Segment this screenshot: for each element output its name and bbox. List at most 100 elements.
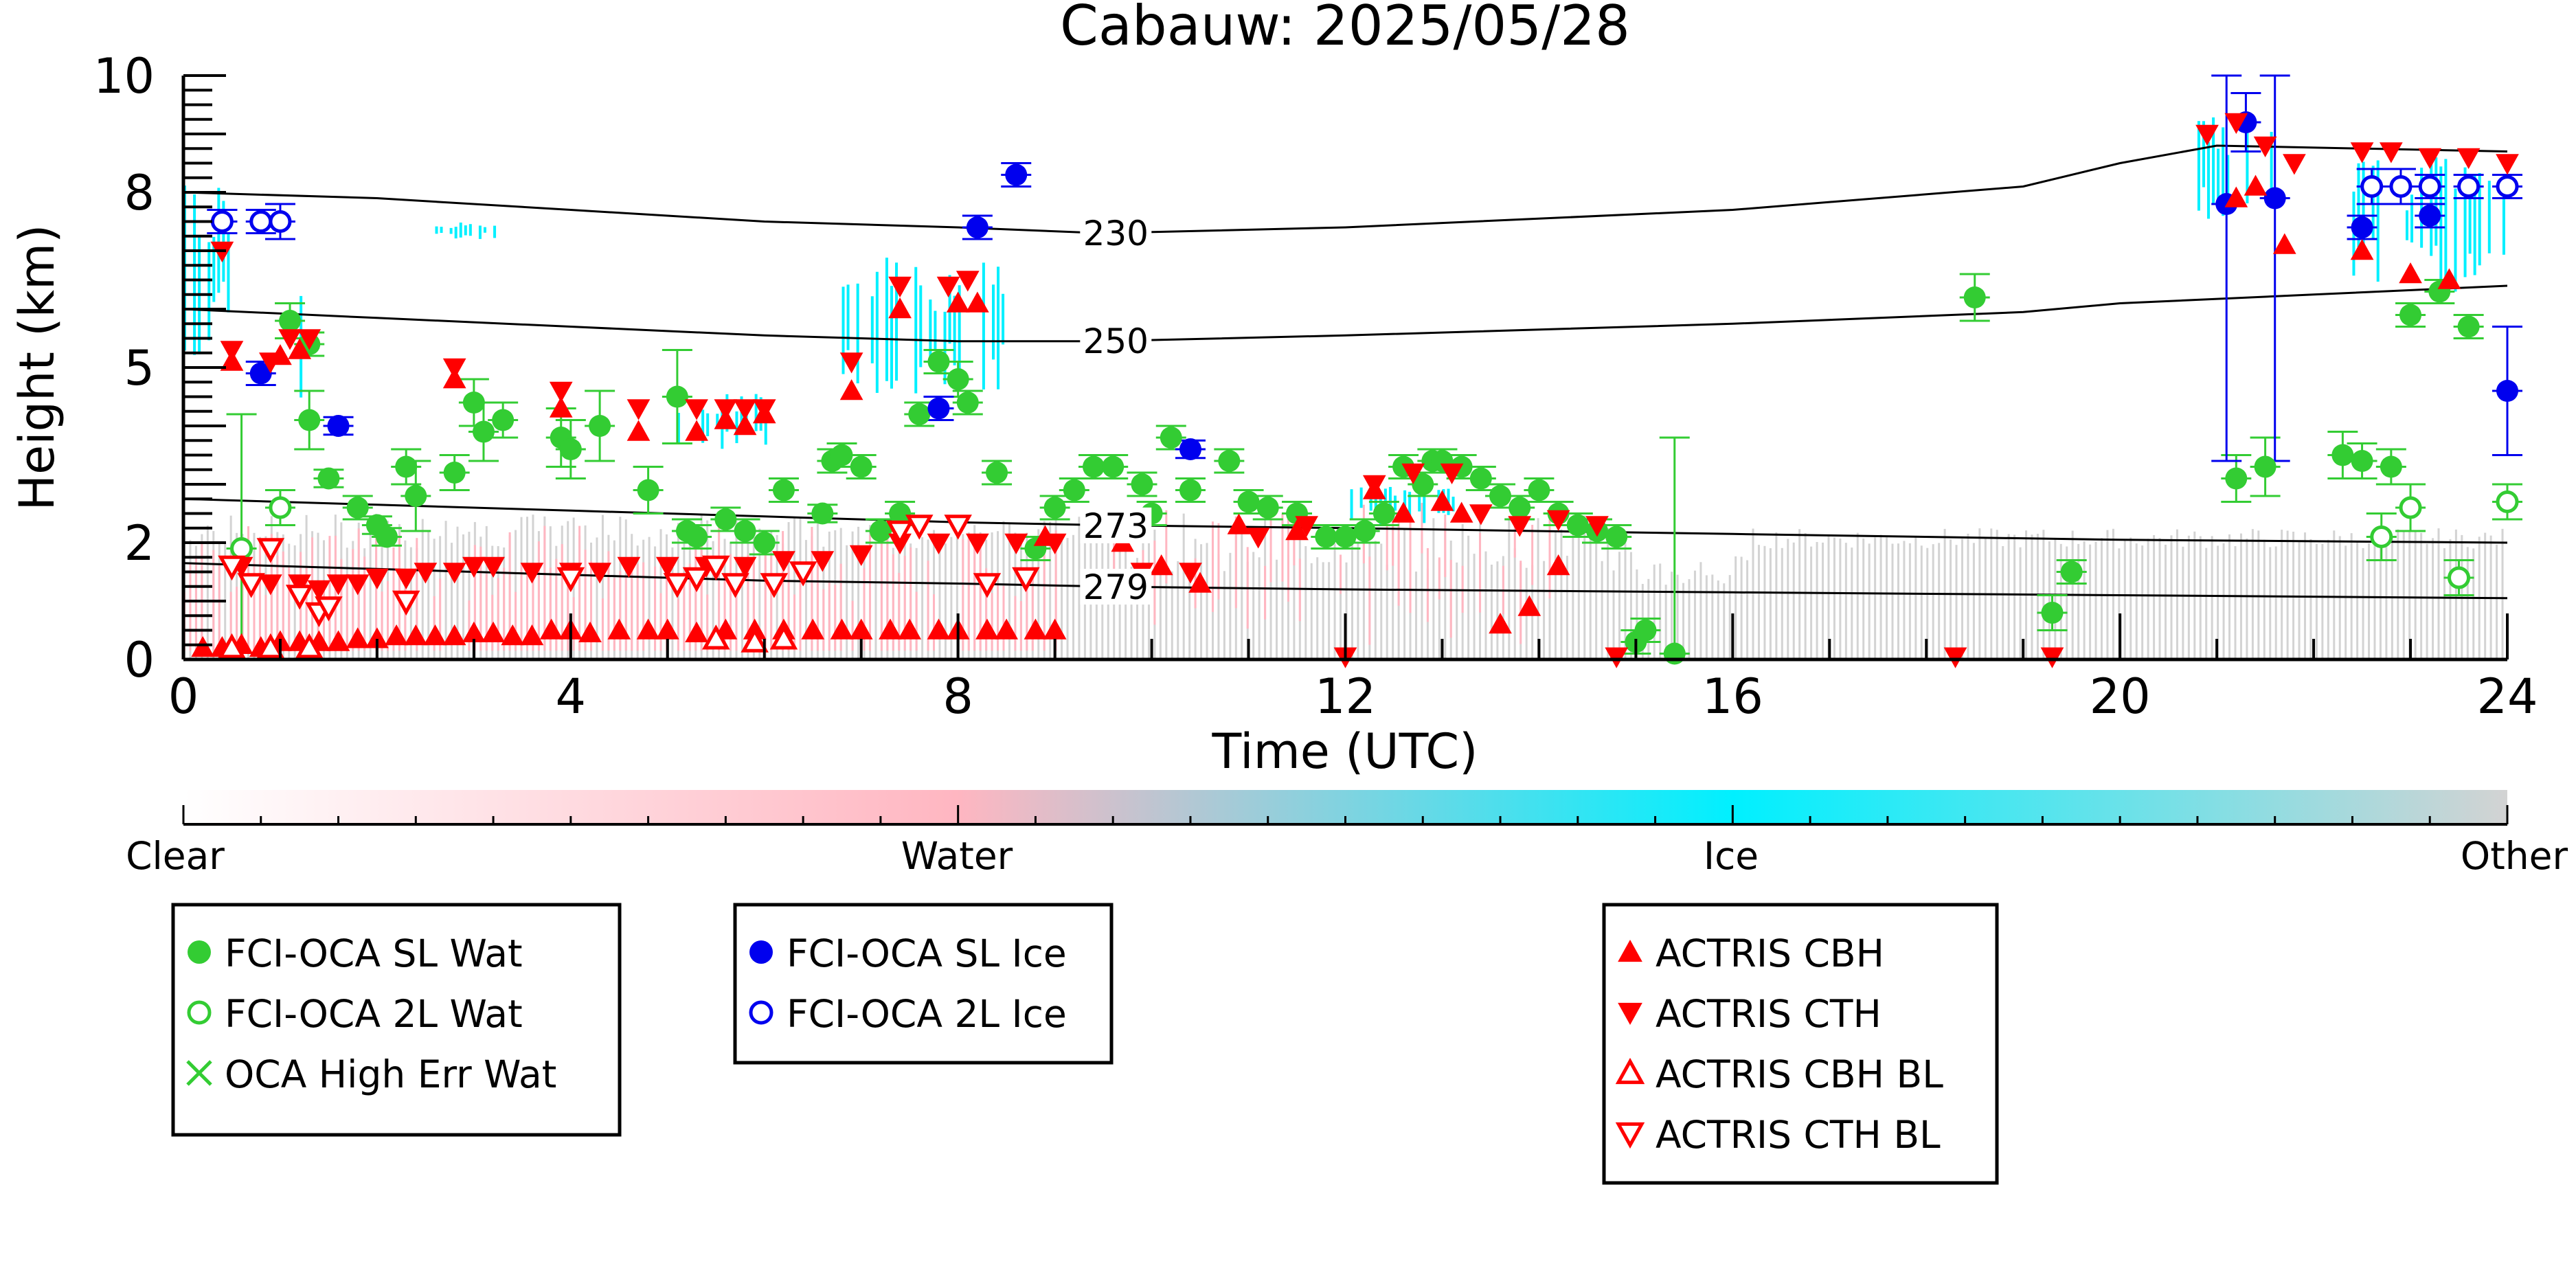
fci-oca-sl-wat-point — [986, 462, 1008, 484]
backdrop-ice-column — [1451, 497, 1455, 512]
backdrop-ice-column — [464, 225, 467, 236]
legend-label: OCA High Err Wat — [225, 1052, 556, 1096]
backdrop-other-column — [2135, 543, 2138, 659]
backdrop-other-column — [1676, 574, 1679, 659]
backdrop-water-column — [515, 591, 517, 651]
backdrop-other-column — [2112, 528, 2114, 659]
fci-oca-sl-ice-point — [2351, 216, 2373, 238]
backdrop-other-column — [2170, 535, 2173, 659]
backdrop-other-column — [2123, 540, 2126, 659]
actris-cth-bl-point — [663, 573, 692, 598]
backdrop-ice-column — [1408, 491, 1412, 522]
backdrop-water-column — [322, 591, 325, 651]
backdrop-ice-column — [212, 236, 216, 302]
backdrop-ice-column — [2222, 127, 2225, 216]
backdrop-other-column — [2414, 532, 2417, 659]
backdrop-ice-column — [895, 262, 899, 381]
backdrop-water-column — [770, 554, 773, 651]
fci-oca-sl-ice-point — [1005, 163, 1028, 186]
backdrop-other-column — [2176, 529, 2178, 659]
backdrop-other-column — [2257, 530, 2260, 659]
backdrop-water-column — [392, 547, 395, 651]
backdrop-water-column — [258, 542, 261, 651]
backdrop-other-column — [1072, 534, 1074, 659]
backdrop-ice-column — [953, 295, 956, 365]
backdrop-other-column — [1589, 532, 1592, 659]
y-axis-label: Height (km) — [9, 225, 65, 511]
x-axis-label: Time (UTC) — [1212, 723, 1478, 780]
backdrop-other-column — [1984, 539, 1987, 659]
backdrop-water-column — [1269, 502, 1272, 583]
backdrop-ice-column — [2420, 168, 2424, 248]
backdrop-other-column — [1136, 558, 1139, 659]
backdrop-water-column — [311, 537, 314, 651]
backdrop-other-column — [1554, 531, 1557, 659]
backdrop-ice-column — [701, 409, 705, 443]
backdrop-water-column — [1368, 556, 1371, 645]
actris-cbh-point — [482, 621, 505, 643]
legend-label: ACTRIS CBH BL — [1656, 1052, 1943, 1096]
backdrop-ice-column — [764, 412, 767, 445]
backdrop-water-column — [352, 549, 354, 651]
backdrop-other-column — [2385, 532, 2388, 659]
backdrop-other-column — [851, 531, 854, 659]
isotherm-labels: 230 250 273 279 — [1080, 214, 1152, 607]
backdrop-water-column — [497, 578, 499, 651]
backdrop-ice-column — [1423, 482, 1426, 523]
isotherm-label-bg — [1080, 214, 1152, 251]
backdrop-ice-column — [875, 271, 879, 393]
fci-oca-sl-wat-point — [1179, 479, 1201, 501]
backdrop-water-column — [1293, 528, 1296, 566]
actris-cth-point — [839, 352, 863, 374]
fci-oca-2l-wat-point — [269, 496, 292, 519]
backdrop-other-column — [950, 536, 953, 659]
backdrop-other-column — [1699, 562, 1702, 659]
backdrop-other-column — [1543, 561, 1546, 659]
actris-cth-point — [259, 574, 282, 596]
backdrop-ice-column — [2502, 191, 2505, 255]
legend-marker — [187, 1000, 212, 1025]
backdrop-other-column — [1241, 519, 1243, 659]
backdrop-water-column — [1234, 516, 1237, 609]
backdrop-ice-column — [846, 284, 850, 350]
backdrop-other-column — [2263, 539, 2266, 659]
fci-oca-sl-wat-point — [2399, 304, 2422, 326]
actris-cbh-point — [288, 338, 311, 359]
backdrop-other-column — [1938, 543, 1941, 659]
backdrop-other-column — [1078, 517, 1081, 659]
actris-cth-point — [1943, 647, 1967, 668]
backdrop-water-column — [631, 558, 633, 651]
fci-oca-2l-wat-point — [2370, 526, 2393, 548]
backdrop-other-column — [1380, 543, 1383, 659]
backdrop-ice-column — [1374, 492, 1377, 517]
backdrop-other-column — [1897, 543, 1899, 659]
x-tick-label: 16 — [1702, 668, 1763, 725]
backdrop-other-column — [2501, 528, 2504, 659]
backdrop-other-column — [1340, 565, 1342, 659]
backdrop-other-column — [2048, 541, 2050, 659]
fci-oca-sl-wat-point — [1353, 520, 1376, 542]
backdrop-other-column — [1914, 536, 1917, 659]
fci-oca-2l-ice-point — [249, 210, 273, 233]
backdrop-ice-column — [493, 225, 497, 238]
backdrop-other-column — [1496, 561, 1499, 659]
backdrop-water-column — [619, 571, 622, 651]
backdrop-water-column — [723, 576, 726, 651]
fci-oca-2l-wat-point — [2496, 490, 2519, 513]
backdrop-water-column — [543, 526, 546, 651]
backdrop-other-column — [956, 536, 958, 659]
backdrop-other-column — [1171, 571, 1173, 659]
backdrop-water-column — [1438, 557, 1440, 600]
actris-cth-point — [462, 556, 486, 578]
backdrop-other-column — [1537, 518, 1539, 659]
backdrop-water-column — [1153, 540, 1156, 625]
actris-cbh-bl-point — [256, 633, 285, 659]
isotherm-250 — [183, 284, 2507, 343]
backdrop-ice-column — [2478, 172, 2481, 266]
backdrop-other-column — [1229, 552, 1232, 659]
y-tick-label: 8 — [124, 165, 155, 221]
actris-cbh-point — [1227, 513, 1251, 534]
backdrop-ice-column — [2226, 155, 2230, 208]
fci-oca-sl-wat-point — [405, 485, 427, 507]
actris-cth-point — [1469, 504, 1493, 526]
